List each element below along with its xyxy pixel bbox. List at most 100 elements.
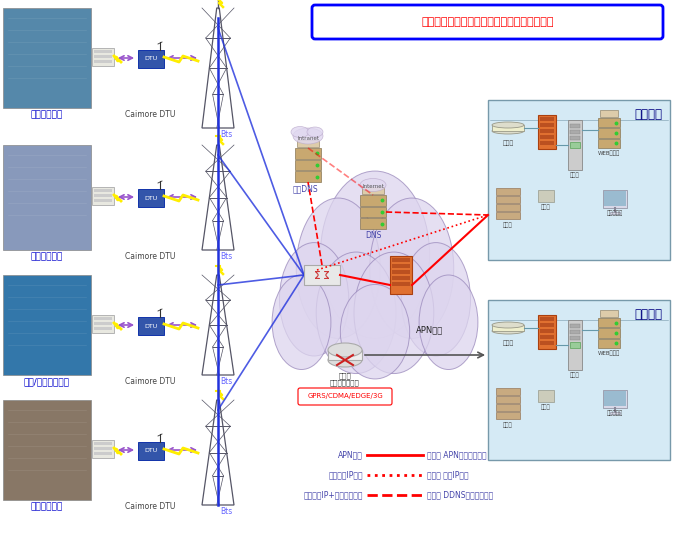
Bar [600, 110, 618, 117]
Bar [328, 350, 362, 360]
Text: 前置机: 前置机 [541, 204, 551, 210]
Ellipse shape [360, 179, 386, 192]
Bar [295, 171, 321, 182]
Bar [496, 396, 520, 403]
Text: 污染检测设备: 污染检测设备 [31, 110, 63, 119]
Text: DTU: DTU [145, 323, 158, 329]
Text: Intranet: Intranet [297, 136, 319, 140]
Bar [295, 160, 321, 171]
Bar [94, 317, 112, 320]
Bar [94, 194, 112, 197]
Text: 控制中心: 控制中心 [634, 308, 662, 321]
Bar [540, 129, 554, 133]
Ellipse shape [328, 353, 362, 367]
Bar [94, 447, 112, 450]
Text: Caimore DTU: Caimore DTU [125, 502, 175, 511]
Bar [598, 129, 620, 138]
Text: Bts: Bts [220, 377, 233, 386]
Bar [94, 189, 112, 192]
Bar [496, 204, 520, 211]
Bar [496, 412, 520, 419]
Text: 中心控制台: 中心控制台 [607, 210, 623, 216]
Bar [488, 300, 670, 460]
Text: 公网固定IP链路: 公网固定IP链路 [329, 471, 363, 479]
Text: 前置机: 前置机 [570, 172, 580, 178]
Bar [392, 270, 410, 274]
Bar [568, 120, 582, 170]
Text: Internet: Internet [362, 183, 384, 188]
Bar [570, 130, 580, 134]
Ellipse shape [316, 252, 396, 373]
Bar [138, 317, 164, 335]
Bar [540, 335, 554, 339]
Bar [598, 328, 620, 338]
Text: DTU: DTU [145, 56, 158, 61]
Bar [92, 315, 114, 333]
Bar [570, 330, 580, 334]
Bar [568, 320, 582, 370]
Ellipse shape [293, 128, 323, 144]
Bar [94, 327, 112, 330]
Text: 中心控制台: 中心控制台 [607, 410, 623, 415]
Bar [538, 390, 554, 402]
Text: 方案２ 固定IP方式: 方案２ 固定IP方式 [427, 471, 468, 479]
Text: 数据库: 数据库 [503, 422, 513, 428]
Ellipse shape [419, 275, 478, 370]
Bar [360, 195, 386, 206]
Bar [540, 135, 554, 139]
Ellipse shape [279, 243, 349, 356]
Text: DNS: DNS [365, 231, 381, 240]
Text: APN专线: APN专线 [416, 325, 443, 335]
Bar [540, 123, 554, 127]
Bar [362, 187, 384, 194]
Text: 互联网
企业接入路由器: 互联网 企业接入路由器 [330, 372, 360, 386]
Text: 污染、气象、水纹、水利、地震检测应用方案: 污染、气象、水纹、水利、地震检测应用方案 [421, 17, 554, 27]
Ellipse shape [328, 343, 362, 357]
Bar [570, 336, 580, 340]
Text: Bts: Bts [220, 507, 233, 516]
Bar [538, 190, 554, 202]
Text: 数据库: 数据库 [503, 222, 513, 228]
Text: WEB服务器: WEB服务器 [598, 150, 620, 155]
Text: DTU: DTU [145, 195, 158, 201]
Bar [360, 207, 386, 217]
Bar [610, 412, 620, 414]
Bar [540, 329, 554, 333]
Ellipse shape [340, 285, 410, 379]
Text: 方案１ APN私有专线方式: 方案１ APN私有专线方式 [427, 450, 487, 459]
FancyBboxPatch shape [312, 5, 663, 39]
Bar [297, 140, 319, 147]
Bar [295, 148, 321, 159]
Bar [540, 117, 554, 121]
Bar [496, 388, 520, 395]
Ellipse shape [291, 126, 309, 138]
Bar [92, 48, 114, 66]
Bar [570, 342, 580, 348]
Text: Caimore DTU: Caimore DTU [125, 110, 175, 119]
Text: DTU: DTU [145, 449, 158, 454]
Ellipse shape [492, 122, 524, 128]
Text: 气象检测设备: 气象检测设备 [31, 252, 63, 261]
Bar [94, 199, 112, 202]
Bar [496, 404, 520, 411]
Text: 域名DNS: 域名DNS [293, 184, 318, 193]
Text: 公网动态IP+域名解析链路: 公网动态IP+域名解析链路 [304, 491, 363, 499]
Ellipse shape [492, 328, 524, 334]
Bar [570, 324, 580, 328]
Text: Caimore DTU: Caimore DTU [125, 252, 175, 261]
Bar [598, 338, 620, 348]
Bar [496, 188, 520, 195]
Bar [496, 212, 520, 219]
Bar [138, 50, 164, 68]
Ellipse shape [272, 275, 331, 370]
Bar [392, 282, 410, 286]
Text: 控制中心: 控制中心 [634, 108, 662, 121]
Bar [598, 118, 620, 128]
Bar [540, 141, 554, 145]
Bar [540, 341, 554, 345]
Bar [94, 322, 112, 325]
Bar [603, 390, 627, 408]
Text: 水纹/水利检测设备: 水纹/水利检测设备 [24, 377, 70, 386]
Bar [138, 442, 164, 460]
Bar [570, 124, 580, 128]
